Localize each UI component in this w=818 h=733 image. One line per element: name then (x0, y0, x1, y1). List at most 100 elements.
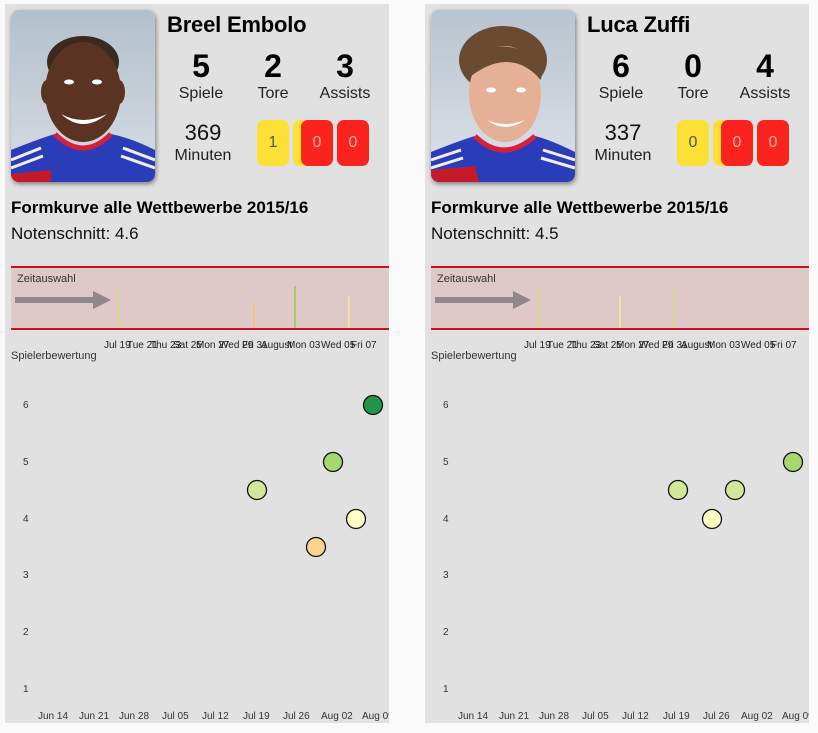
x-tick: Jun 28 (539, 711, 569, 722)
context-bar (294, 286, 296, 328)
y-tick: 4 (443, 514, 449, 525)
rating-point[interactable] (246, 479, 268, 501)
context-tick: Tue 21 (547, 340, 578, 351)
stat-label: Assists (739, 85, 791, 102)
average-rating: Notenschnitt: 4.5 (431, 224, 559, 243)
average-rating: Notenschnitt: 4.6 (11, 224, 139, 243)
rating-point[interactable] (782, 451, 804, 473)
x-tick: Aug 02 (741, 711, 773, 722)
context-tick: Thu 23 (570, 340, 602, 351)
player-name: Breel Embolo (167, 12, 307, 37)
rating-point[interactable] (362, 394, 384, 416)
x-tick: Jun 28 (119, 711, 149, 722)
x-tick: Jun 21 (499, 711, 529, 722)
context-tick: Mon 03 (287, 340, 321, 351)
player-panel-zuffi: Luca Zuffi 6 Spiele 0 Tore 4 Assists 337… (425, 4, 809, 723)
y-axis-title: Spielerbewertung (431, 350, 517, 362)
time-selection-brush[interactable]: Zeitauswahl (431, 266, 809, 330)
stat-label: Spiele (598, 85, 644, 102)
y-tick: 6 (23, 400, 29, 411)
context-tick: Fri 31 (662, 340, 688, 351)
player-photo (431, 10, 575, 182)
brush-label: Zeitauswahl (437, 273, 496, 285)
card-value: 0 (732, 134, 742, 151)
red-card-count: 0 (337, 120, 369, 166)
y-tick: 3 (23, 570, 29, 581)
rating-scatter-chart: 6 5 4 3 2 1 Jun 14 Jun 21 Jun 28 Jul 05 … (443, 400, 809, 722)
x-tick: Jun 21 (79, 711, 109, 722)
rating-point[interactable] (724, 479, 746, 501)
time-selection-brush[interactable]: Zeitauswahl (11, 266, 389, 330)
y-tick: 6 (443, 400, 449, 411)
x-tick: Jun 14 (38, 711, 68, 722)
stat-value: 3 (336, 48, 354, 84)
rating-point[interactable] (345, 508, 367, 530)
stat-label: Tore (677, 85, 709, 102)
rating-point[interactable] (667, 479, 689, 501)
y-tick: 5 (23, 457, 29, 468)
x-tick: Aug 09 (782, 711, 809, 722)
context-tick: August (681, 340, 713, 351)
context-axis: Jul 19 Tue 21 Thu 23 Sat 25 Mon 27 Wed 2… (5, 340, 389, 354)
x-tick: Jul 19 (663, 711, 690, 722)
context-tick: Sat 25 (593, 340, 622, 351)
y-tick: 2 (443, 627, 449, 638)
context-bar (253, 302, 255, 328)
x-tick: Jul 05 (162, 711, 189, 722)
context-tick: August (261, 340, 293, 351)
stat-value: 0 (684, 48, 702, 84)
stat-assists: 4 Assists (729, 48, 801, 104)
context-tick: Jul 19 (524, 340, 551, 351)
red-card-count: 0 (757, 120, 789, 166)
card-value: 1 (268, 134, 278, 151)
rating-point[interactable] (322, 451, 344, 473)
context-tick: Wed 29 (639, 340, 674, 351)
x-tick: Jul 26 (703, 711, 730, 722)
context-tick: Wed 05 (321, 340, 356, 351)
stat-games: 5 Spiele (165, 48, 237, 104)
player-photo-image (431, 10, 575, 182)
y-tick: 5 (443, 457, 449, 468)
player-panel-embolo: Breel Embolo 5 Spiele 2 Tore 3 Assists 3… (5, 4, 389, 723)
rating-point[interactable] (701, 508, 723, 530)
player-photo (11, 10, 155, 182)
y-tick: 3 (443, 570, 449, 581)
card-value: 0 (768, 134, 778, 151)
context-bar (118, 290, 120, 328)
rating-point[interactable] (305, 536, 327, 558)
stat-games: 6 Spiele (585, 48, 657, 104)
context-tick: Fri 31 (242, 340, 268, 351)
x-tick: Jul 05 (582, 711, 609, 722)
context-tick: Tue 21 (127, 340, 158, 351)
stat-assists: 3 Assists (309, 48, 381, 104)
yellow-card-count: 1 (257, 120, 289, 166)
stat-minutes: 369 Minuten (167, 120, 239, 166)
y-tick: 1 (23, 684, 29, 695)
stat-label: Tore (257, 85, 289, 102)
x-tick: Aug 02 (321, 711, 353, 722)
stat-goals: 2 Tore (237, 48, 309, 104)
minutes-label: Minuten (174, 147, 232, 164)
context-tick: Fri 07 (771, 340, 797, 351)
x-tick: Jul 26 (283, 711, 310, 722)
x-tick: Jun 14 (458, 711, 488, 722)
stat-value: 4 (756, 48, 774, 84)
x-tick: Jul 12 (622, 711, 649, 722)
x-tick: Jul 19 (243, 711, 270, 722)
context-tick: Wed 29 (219, 340, 254, 351)
player-photo-image (11, 10, 155, 182)
arrow-right-icon (15, 291, 111, 309)
arrow-right-icon (435, 291, 531, 309)
context-tick: Mon 27 (616, 340, 650, 351)
yellow-card-count: 0 (677, 120, 709, 166)
y-tick: 1 (443, 684, 449, 695)
y-tick: 2 (23, 627, 29, 638)
minutes-value: 369 (184, 120, 222, 145)
stat-minutes: 337 Minuten (587, 120, 659, 166)
stat-goals: 0 Tore (657, 48, 729, 104)
context-bar (348, 296, 350, 328)
rating-scatter-chart: 6 5 4 3 2 1 Jun 14 Jun 21 Jun 28 Jul 05 … (23, 394, 389, 722)
y-axis-title: Spielerbewertung (11, 350, 97, 362)
x-tick: Jul 12 (202, 711, 229, 722)
stat-label: Spiele (178, 85, 224, 102)
